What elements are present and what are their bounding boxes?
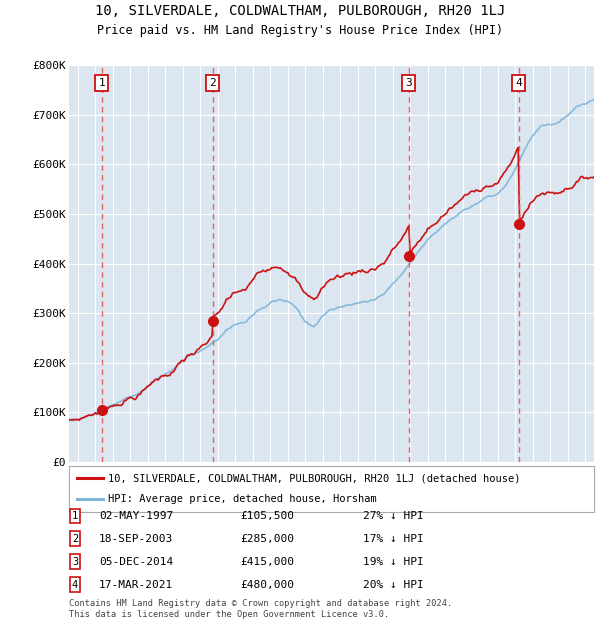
Text: 1: 1: [98, 78, 105, 88]
Text: 4: 4: [72, 580, 78, 590]
Text: 1: 1: [72, 511, 78, 521]
Text: 17-MAR-2021: 17-MAR-2021: [99, 580, 173, 590]
Text: 17% ↓ HPI: 17% ↓ HPI: [363, 534, 424, 544]
Text: 4: 4: [515, 78, 523, 88]
Text: Contains HM Land Registry data © Crown copyright and database right 2024.
This d: Contains HM Land Registry data © Crown c…: [69, 600, 452, 619]
Text: Price paid vs. HM Land Registry's House Price Index (HPI): Price paid vs. HM Land Registry's House …: [97, 24, 503, 37]
Text: 27% ↓ HPI: 27% ↓ HPI: [363, 511, 424, 521]
Text: HPI: Average price, detached house, Horsham: HPI: Average price, detached house, Hors…: [109, 494, 377, 504]
Text: 3: 3: [72, 557, 78, 567]
Text: 20% ↓ HPI: 20% ↓ HPI: [363, 580, 424, 590]
Text: £480,000: £480,000: [240, 580, 294, 590]
Text: 02-MAY-1997: 02-MAY-1997: [99, 511, 173, 521]
Text: 19% ↓ HPI: 19% ↓ HPI: [363, 557, 424, 567]
Text: 05-DEC-2014: 05-DEC-2014: [99, 557, 173, 567]
Text: 18-SEP-2003: 18-SEP-2003: [99, 534, 173, 544]
Text: £415,000: £415,000: [240, 557, 294, 567]
Text: 2: 2: [209, 78, 216, 88]
Text: 10, SILVERDALE, COLDWALTHAM, PULBOROUGH, RH20 1LJ: 10, SILVERDALE, COLDWALTHAM, PULBOROUGH,…: [95, 4, 505, 19]
Text: 3: 3: [406, 78, 412, 88]
Text: £105,500: £105,500: [240, 511, 294, 521]
Text: 10, SILVERDALE, COLDWALTHAM, PULBOROUGH, RH20 1LJ (detached house): 10, SILVERDALE, COLDWALTHAM, PULBOROUGH,…: [109, 474, 521, 484]
Text: 2: 2: [72, 534, 78, 544]
Text: £285,000: £285,000: [240, 534, 294, 544]
